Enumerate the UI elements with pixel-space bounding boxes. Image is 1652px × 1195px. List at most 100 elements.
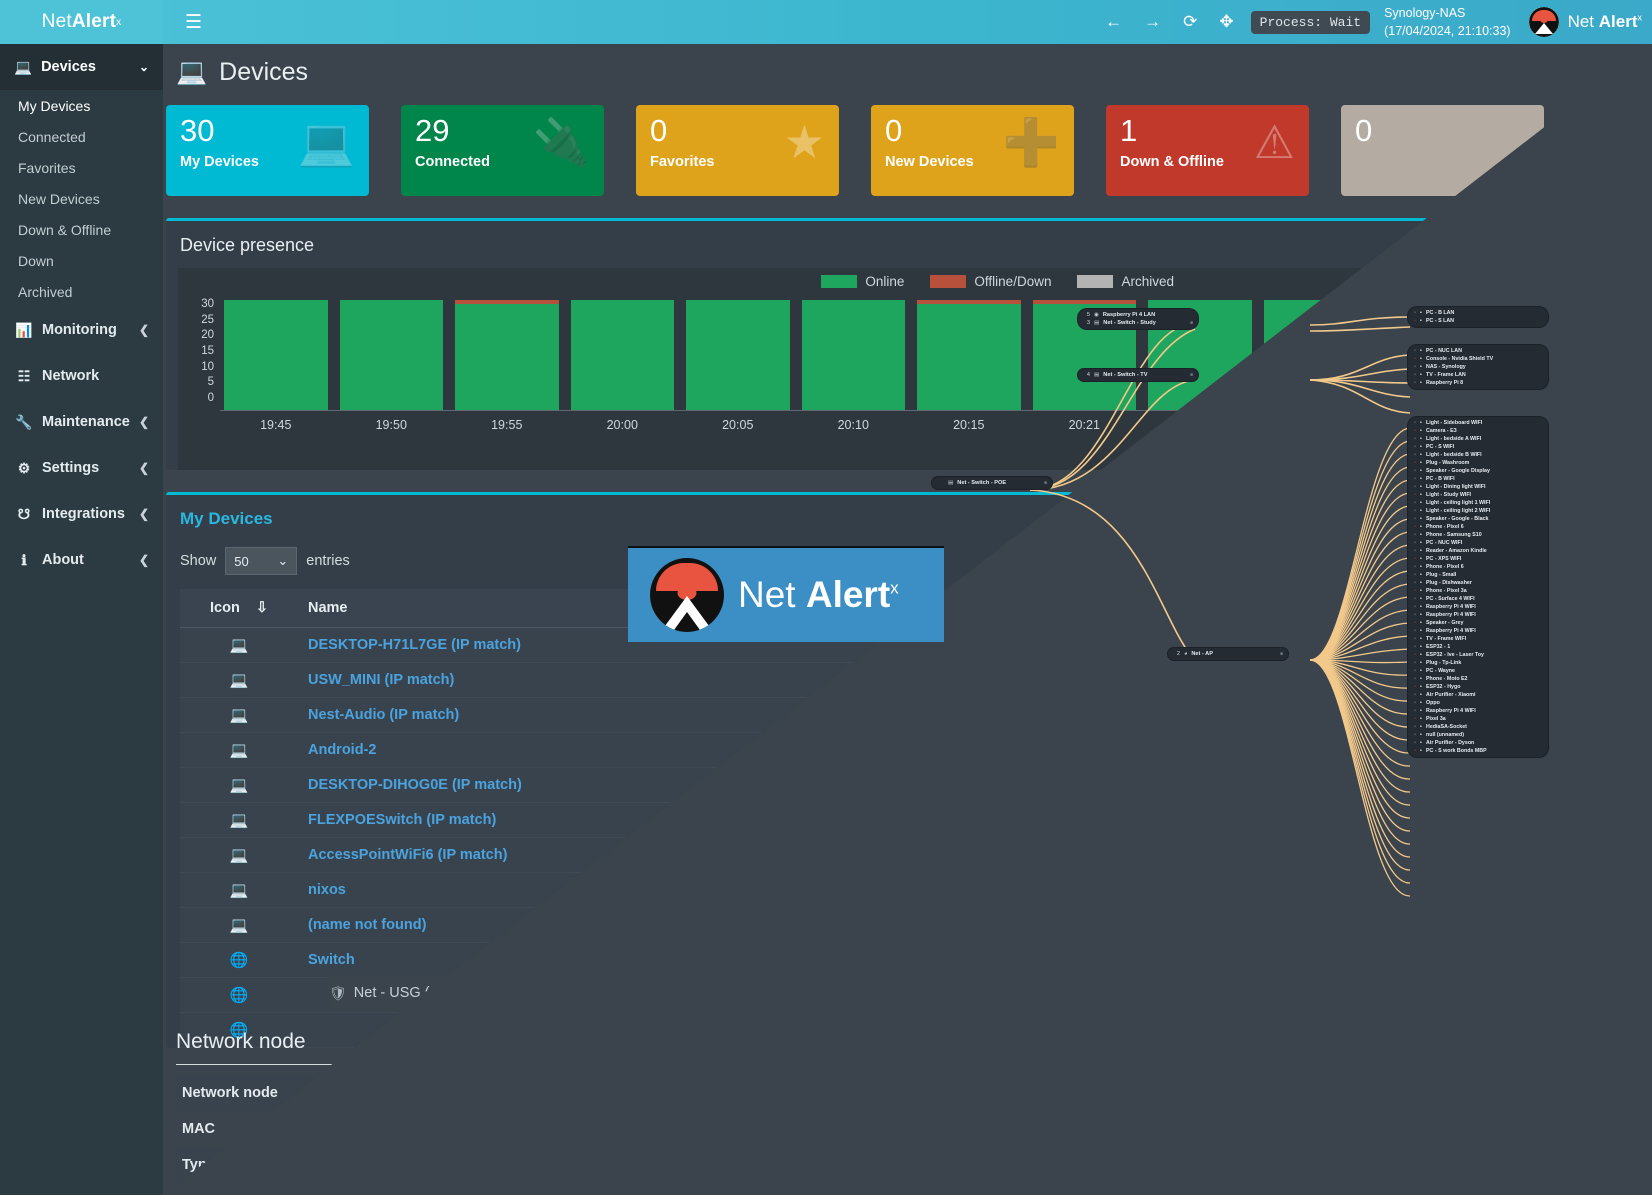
chart-bar[interactable] — [455, 300, 559, 410]
node-tab[interactable]: 🖧 Net - Switch - Study (2) — [614, 977, 799, 1005]
map-leaf[interactable]: ◔ ▪ Plug - Small — [1413, 572, 1543, 578]
map-leaf[interactable]: ◔ ▪ Speaker - Google - Black — [1413, 516, 1543, 522]
map-leaf[interactable]: ◔ ▪ PC - NUC WIFI — [1413, 540, 1543, 546]
network-map-thumbnail[interactable]: 5 ◉ Raspberry Pi 4 LAN 3 ▤ Net - Switch … — [910, 295, 1550, 925]
sidebar-item-my-devices[interactable]: My Devices — [0, 90, 163, 121]
sidebar-item-down[interactable]: Down — [0, 245, 163, 276]
map-leaf[interactable]: ◔ ▪ ESP32 - Ive - Laser Toy — [1413, 652, 1543, 658]
map-leaf[interactable]: ◔ ▪ HediaSA-Socket — [1413, 724, 1543, 730]
stat-card-connected[interactable]: 29 Connected 🔌 — [401, 105, 604, 196]
app-logo-left[interactable]: Net Alert x — [0, 0, 163, 44]
sidebar-item-network[interactable]: ☷ Network — [0, 353, 163, 399]
map-leaf[interactable]: ◔ ▪ Plug - Dishwasher — [1413, 580, 1543, 586]
node-tab[interactable]: 📶 Net - AP (42) — [1197, 980, 1317, 1002]
map-node-study[interactable]: 5 ◉ Raspberry Pi 4 LAN 3 ▤ Net - Switch … — [1078, 309, 1198, 329]
sidebar-item-settings[interactable]: ⚙ Settings ❮ — [0, 445, 163, 491]
node-tab[interactable]: 📶 Net - AP OLD — [472, 980, 597, 1002]
map-leaves-ap[interactable]: ◔ ▪ Light - Sideboard WIFI ◔ ▪ Camera - E3 ◔ ▪ L… — [1408, 417, 1548, 757]
map-leaf[interactable]: ◔ ▪ NAS - Synology — [1413, 364, 1543, 370]
sidebar-item-connected[interactable]: Connected — [0, 121, 163, 152]
device-name-link[interactable]: Switch — [298, 942, 1600, 978]
sidebar-item-archived[interactable]: Archived — [0, 276, 163, 307]
map-leaf[interactable]: ◔ ▪ PC - S WIFI — [1413, 444, 1543, 450]
map-leaf[interactable]: ◔ ▪ Plug - Tp-Link — [1413, 660, 1543, 666]
map-leaf[interactable]: ◔ ▪ Light - bedside B WIFI — [1413, 452, 1543, 458]
refresh-icon[interactable]: ⟳ — [1183, 12, 1198, 31]
chart-bar[interactable] — [339, 300, 443, 410]
map-leaf[interactable]: ◔ ▪ TV - Frame LAN — [1413, 372, 1543, 378]
map-leaf[interactable]: ◔ ▪ PC - S work Bonds MBP — [1413, 748, 1543, 754]
node-tab[interactable]: 🛡 Net - USG (1) — [329, 980, 455, 1002]
map-leaf[interactable]: ◔ ▪ Light - Sideboard WIFI — [1413, 420, 1543, 426]
map-node-poe[interactable]: ▤ Net - Switch - POE ■ — [932, 477, 1052, 489]
map-leaf[interactable]: ◔ ▪ Pixel 3a — [1413, 716, 1543, 722]
map-leaf[interactable]: ◔ ▪ Phone - Pixel 3a — [1413, 588, 1543, 594]
map-leaf[interactable]: ◔ ▪ PC - Wayne — [1413, 668, 1543, 674]
map-leaf[interactable]: ◔ ▪ Oppo — [1413, 700, 1543, 706]
table-row[interactable]: 🌐 Switch — [180, 942, 1600, 978]
map-leaf[interactable]: ◔ ▪ Console - Nvidia Shield TV — [1413, 356, 1543, 362]
stat-card-my-devices[interactable]: 30 My Devices 💻 — [166, 105, 369, 196]
sort-desc-icon[interactable]: ⇩ — [255, 600, 268, 616]
map-leaf[interactable]: ◔ ▪ Air Purifier - Xiaomi — [1413, 692, 1543, 698]
map-leaf[interactable]: ◔ ▪ Plug - Washroom — [1413, 460, 1543, 466]
map-leaf[interactable]: ◔ ▪ PC - S LAN — [1413, 318, 1543, 324]
map-leaves-tv[interactable]: ◔ ▪ PC - NUC LAN ◔ ▪ Console - Nvidia Shield … — [1408, 345, 1548, 389]
map-leaf[interactable]: ◔ ▪ Raspberry Pi 4 WIFI — [1413, 628, 1543, 634]
map-leaves-study[interactable]: ◔ ▪ PC - B LAN ◔ ▪ PC - S LAN — [1408, 307, 1548, 327]
map-leaf[interactable]: ◔ ▪ Camera - E3 — [1413, 428, 1543, 434]
map-leaf[interactable]: ◔ ▪ Light - Dining light WIFI — [1413, 484, 1543, 490]
map-leaf[interactable]: ◔ ▪ Phone - Pixel 6 — [1413, 524, 1543, 530]
map-leaf[interactable]: ◔ ▪ PC - B WIFI — [1413, 476, 1543, 482]
map-leaf[interactable]: ◔ ▪ ESP32 - Hygo — [1413, 684, 1543, 690]
map-leaf[interactable]: ◔ ▪ Raspberry Pi 4 WIFI — [1413, 604, 1543, 610]
node-tab[interactable]: 🖧 Net - Switch - TV (5) — [817, 977, 983, 1005]
sidebar-item-maintenance[interactable]: 🔧 Maintenance ❮ — [0, 399, 163, 445]
map-leaf[interactable]: ◔ ▪ Speaker - Google Display — [1413, 468, 1543, 474]
node-tab[interactable]: 🖧 Net - Switch - POE (4) — [1001, 977, 1179, 1005]
sidebar-item-monitoring[interactable]: 📊 Monitoring ❮ — [0, 307, 163, 353]
back-icon[interactable]: ← — [1105, 12, 1123, 31]
stat-card-new-devices[interactable]: 0 New Devices ➕ — [871, 105, 1074, 196]
sidebar-header-devices[interactable]: 💻 Devices ⌄ — [0, 44, 163, 90]
map-leaf[interactable]: ◔ ▪ Phone - Samsung S10 — [1413, 532, 1543, 538]
map-leaf[interactable]: ◔ ▪ Light - ceiling light 1 WIFI — [1413, 500, 1543, 506]
chart-bar[interactable] — [570, 300, 674, 410]
sidebar-item-new-devices[interactable]: New Devices — [0, 183, 163, 214]
map-leaf[interactable]: ◔ ▪ Light - Study WIFI — [1413, 492, 1543, 498]
map-node-tv[interactable]: 4 ▤ Net - Switch - TV ■ — [1078, 369, 1198, 381]
sidebar-item-favorites[interactable]: Favorites — [0, 152, 163, 183]
chart-bar[interactable] — [224, 300, 328, 410]
chart-bar[interactable] — [801, 300, 905, 410]
column-header-icon[interactable]: Icon ⇩ — [180, 589, 298, 628]
move-icon[interactable]: ✥ — [1219, 12, 1234, 31]
map-leaf[interactable]: ◔ ▪ Raspberry Pi 8 — [1413, 380, 1543, 386]
sidebar-item-about[interactable]: ℹ About ❮ — [0, 537, 163, 583]
node-tab[interactable]: 🖴 PC - NUC old (1) — [1335, 977, 1478, 1005]
map-leaf[interactable]: ◔ ▪ Reader - Amazon Kindle — [1413, 548, 1543, 554]
map-leaf[interactable]: ◔ ▪ PC - NUC LAN — [1413, 348, 1543, 354]
map-leaf[interactable]: ◔ ▪ Phone - Pixel 6 — [1413, 564, 1543, 570]
chart-bar[interactable] — [686, 300, 790, 410]
map-leaf[interactable]: ◔ ▪ Raspberry Pi 4 WIFI — [1413, 612, 1543, 618]
avatar[interactable] — [1528, 7, 1559, 37]
stat-card-down-offline[interactable]: 1 Down & Offline ⚠ — [1106, 105, 1309, 196]
map-leaf[interactable]: ◔ ▪ Light - bedside A WIFI — [1413, 436, 1543, 442]
map-leaf[interactable]: ◔ ▪ Raspberry Pi 4 WIFI — [1413, 708, 1543, 714]
sidebar-item-integrations[interactable]: ☋ Integrations ❮ — [0, 491, 163, 537]
map-leaf[interactable]: ◔ ▪ Phone - Moto E2 — [1413, 676, 1543, 682]
map-leaf[interactable]: ◔ ▪ Air Purifier - Dyson — [1413, 740, 1543, 746]
map-leaf[interactable]: ◔ ▪ PC - XPS WIFI — [1413, 556, 1543, 562]
stat-card-favorites[interactable]: 0 Favorites ★ — [636, 105, 839, 196]
map-leaf[interactable]: ◔ ▪ PC - Surface 4 WIFI — [1413, 596, 1543, 602]
forward-icon[interactable]: → — [1144, 12, 1162, 31]
map-leaf[interactable]: ◔ ▪ TV - Frame WIFI — [1413, 636, 1543, 642]
page-size-select[interactable]: 50 ⌄ — [225, 547, 298, 575]
hamburger-icon[interactable]: ☰ — [185, 11, 203, 33]
node-detail-value[interactable]: Net - Huawei — [528, 1085, 612, 1101]
map-leaf[interactable]: ◔ ▪ Speaker - Grey — [1413, 620, 1543, 626]
map-node-ap[interactable]: 2 ◕ Net - AP ■ — [1168, 648, 1288, 660]
map-leaf[interactable]: ◔ ▪ PC - B LAN — [1413, 310, 1543, 316]
map-leaf[interactable]: ◔ ▪ ESP32 - 1 — [1413, 644, 1543, 650]
map-leaf[interactable]: ◔ ▪ null (unnamed) — [1413, 732, 1543, 738]
